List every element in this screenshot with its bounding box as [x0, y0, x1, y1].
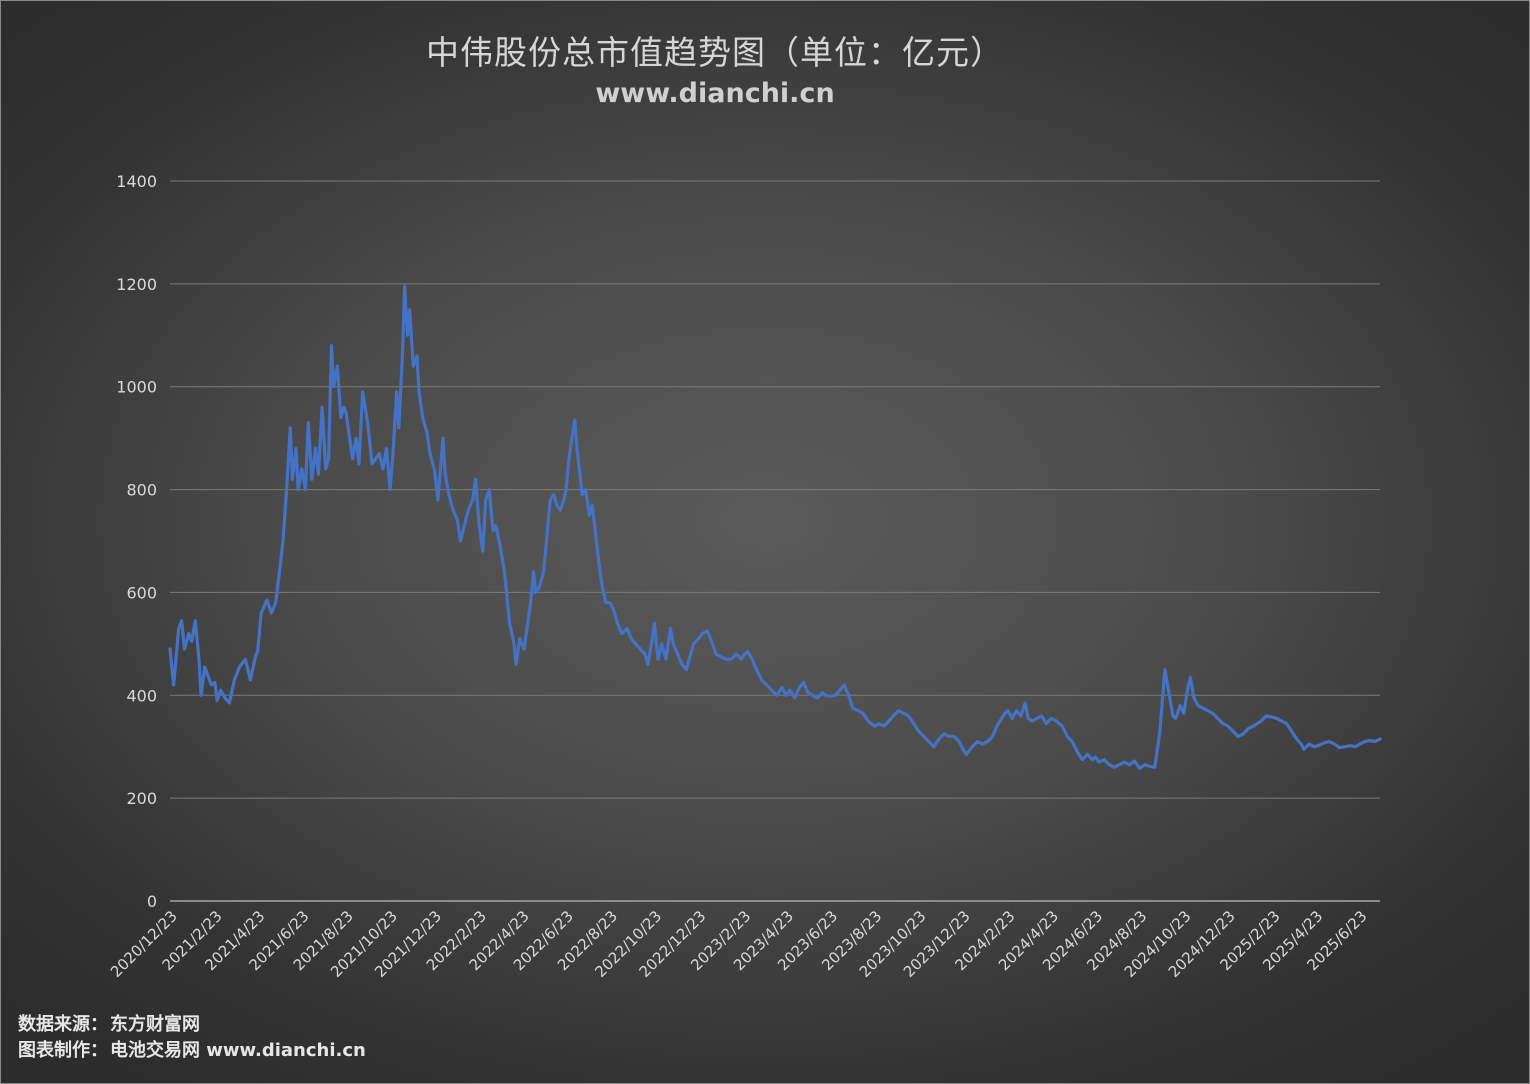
y-tick-label: 600 — [126, 583, 157, 602]
chart-subtitle: www.dianchi.cn — [595, 78, 835, 109]
x-axis-tick-labels: 2020/12/232021/2/232021/4/232021/6/23202… — [107, 907, 1371, 981]
y-tick-label: 200 — [126, 789, 157, 808]
series-layer — [168, 284, 1382, 770]
series-line — [168, 284, 1382, 770]
y-tick-label: 800 — [126, 481, 157, 500]
producer-value-url: www.dianchi.cn — [206, 1040, 366, 1061]
producer-label: 图表制作： — [18, 1040, 108, 1061]
gridlines — [170, 180, 1380, 902]
source-value: 东方财富网 — [110, 1014, 200, 1035]
y-tick-label: 0 — [147, 892, 157, 911]
y-axis-tick-labels: 0 200 400 600 800 1000 1200 1400 — [116, 172, 157, 911]
source-label: 数据来源： — [18, 1014, 108, 1035]
producer-value-cn: 电池交易网 — [110, 1040, 200, 1061]
y-tick-label: 1400 — [116, 172, 157, 191]
y-tick-label: 1200 — [116, 275, 157, 294]
producer-note: 图表制作： 电池交易网 www.dianchi.cn — [18, 1036, 366, 1062]
chart-title: 中伟股份总市值趋势图（单位：亿元） — [426, 33, 1004, 72]
y-tick-label: 400 — [126, 686, 157, 705]
source-note: 数据来源： 东方财富网 — [18, 1010, 200, 1036]
y-tick-label: 1000 — [116, 378, 157, 397]
